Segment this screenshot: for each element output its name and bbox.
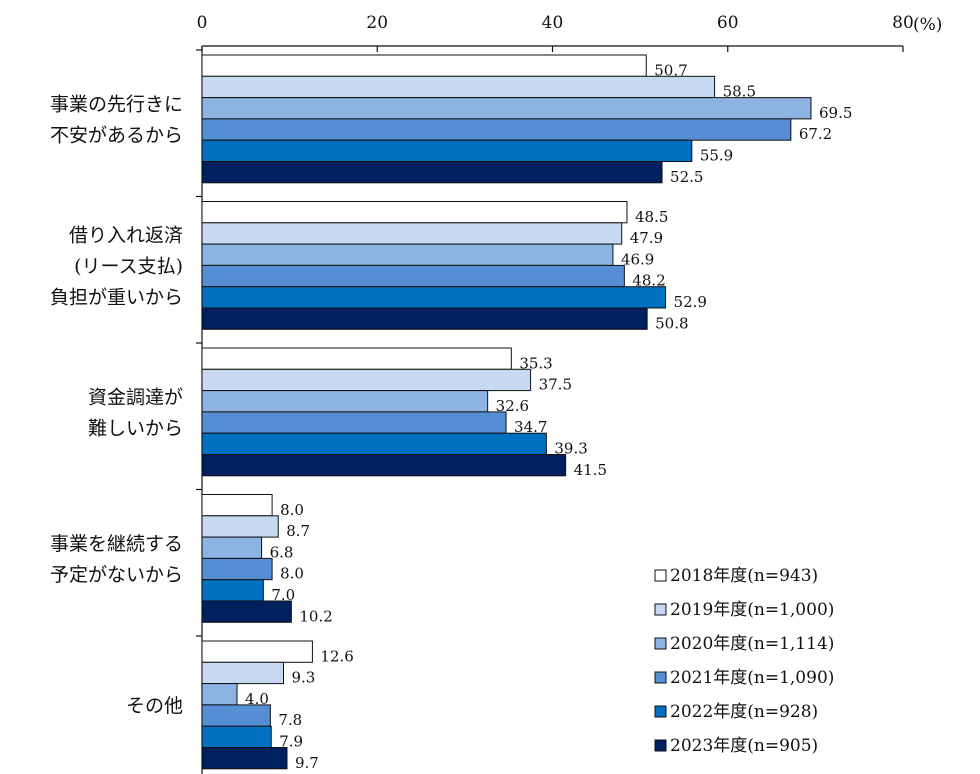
data-label: 8.0	[280, 565, 304, 583]
data-label: 52.5	[670, 168, 703, 186]
category-label: その他	[126, 695, 183, 717]
data-label: 4.0	[245, 690, 269, 708]
bar	[201, 347, 512, 370]
unit-label: (%)	[913, 15, 942, 35]
legend-label: 2023年度(n=905)	[670, 736, 818, 756]
bar	[201, 286, 667, 309]
category-label: 不安があるから	[50, 124, 183, 146]
legend-swatch	[654, 569, 667, 582]
data-label: 6.8	[270, 543, 294, 561]
data-label: 50.7	[654, 61, 687, 79]
x-tick-label: 80	[892, 13, 914, 33]
bar	[201, 557, 273, 581]
bar	[201, 454, 567, 477]
bar	[201, 368, 532, 392]
legend-label: 2021年度(n=1,090)	[670, 668, 834, 688]
bar	[201, 390, 489, 413]
data-label: 48.2	[632, 272, 665, 290]
data-label: 35.3	[519, 354, 552, 372]
data-label: 50.8	[655, 314, 688, 332]
legend-label: 2020年度(n=1,114)	[670, 634, 834, 654]
data-label: 9.3	[291, 669, 315, 687]
bar	[201, 264, 625, 288]
data-label: 32.6	[496, 397, 529, 415]
category-label: 事業の先行きに	[50, 93, 183, 115]
bar	[201, 704, 271, 727]
bar	[201, 725, 272, 749]
bar	[201, 118, 792, 141]
data-label: 67.2	[799, 125, 832, 143]
legend-swatch	[654, 739, 667, 752]
legend: 2018年度(n=943) 2019年度(n=1,000) 2020年度(n=1,1…	[654, 566, 834, 756]
category-label: 事業を継続する	[50, 533, 183, 555]
bar	[201, 600, 292, 623]
bar	[201, 243, 614, 266]
bar	[201, 579, 264, 602]
bar	[201, 747, 288, 770]
data-label: 8.7	[286, 522, 310, 540]
data-label: 48.5	[635, 208, 668, 226]
legend-swatch	[654, 671, 667, 684]
x-tick-label: 60	[717, 13, 739, 33]
data-label: 7.9	[279, 733, 303, 751]
bar	[201, 75, 716, 99]
data-label: 7.0	[271, 586, 295, 604]
data-label: 46.9	[621, 250, 654, 268]
x-tick-label: 20	[366, 13, 388, 33]
data-label: 7.8	[278, 711, 302, 729]
legend-swatch	[654, 603, 667, 616]
bar	[201, 411, 507, 434]
bar	[201, 661, 284, 685]
category-label: 借り入れ返済	[69, 224, 183, 246]
data-label: 12.6	[320, 647, 353, 665]
data-label: 10.2	[299, 607, 332, 625]
data-label: 69.5	[819, 104, 852, 122]
bar	[201, 54, 647, 77]
x-tick-label: 40	[542, 13, 564, 33]
data-label: 39.3	[554, 440, 587, 458]
category-label: (リース支払)	[74, 255, 183, 277]
category-label: 予定がないから	[50, 564, 183, 586]
data-labels: 50.7 58.5 69.5 67.2 55.9 52.5 48.5 47.9 46.9 48.2…	[245, 61, 852, 772]
bar	[201, 494, 273, 517]
data-label: 52.9	[674, 293, 707, 311]
bar	[201, 161, 663, 184]
data-label: 55.9	[700, 147, 733, 165]
bar	[201, 536, 263, 559]
bar	[201, 222, 623, 245]
data-label: 58.5	[723, 83, 756, 101]
legend-swatch	[654, 637, 667, 650]
legend-label: 2018年度(n=943)	[670, 566, 818, 586]
bar	[201, 201, 628, 224]
bar	[201, 432, 547, 456]
bars	[201, 54, 812, 770]
category-label: 負担が重いから	[50, 286, 183, 308]
legend-swatch	[654, 705, 667, 718]
data-label: 41.5	[574, 461, 607, 479]
data-label: 9.7	[295, 754, 319, 772]
data-label: 34.7	[514, 418, 547, 436]
legend-label: 2022年度(n=928)	[670, 702, 818, 722]
bar	[201, 683, 238, 706]
bar	[201, 139, 693, 162]
bar	[201, 515, 279, 538]
category-label: 難しいから	[88, 417, 183, 439]
data-label: 8.0	[280, 501, 304, 519]
x-tick-label: 0	[197, 13, 208, 33]
data-label: 37.5	[539, 376, 572, 394]
category-label: 資金調達が	[88, 386, 183, 408]
data-label: 47.9	[630, 229, 663, 247]
bar	[201, 640, 313, 663]
legend-label: 2019年度(n=1,000)	[670, 600, 834, 620]
bar	[201, 307, 648, 330]
bar	[201, 97, 812, 120]
